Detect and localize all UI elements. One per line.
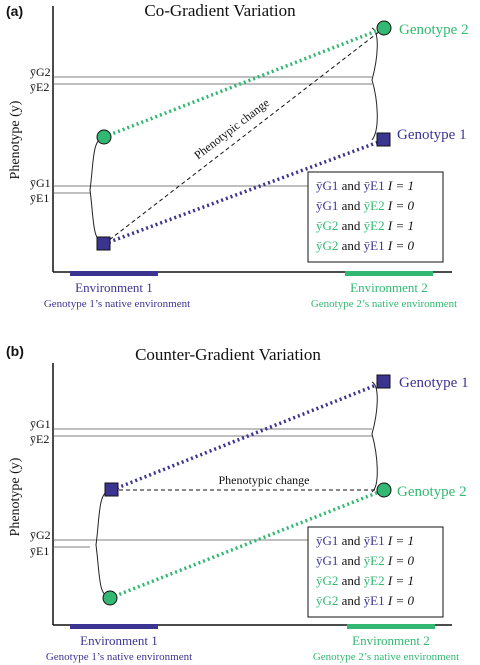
genotype2-label: Genotype 2: [397, 484, 467, 500]
genotype1-label: Genotype 1: [399, 375, 469, 391]
legend-and: and: [338, 593, 363, 608]
y-axis-label: Phenotype (y): [8, 457, 23, 536]
genotype2-line: [109, 488, 385, 600]
genotype2-env2-marker: [376, 482, 392, 498]
env2-label: Environment 2: [352, 633, 430, 648]
legend-i: I = 1: [385, 218, 414, 233]
mean-label-bot2: ȳE1: [30, 544, 49, 558]
genotype1-line: [111, 380, 385, 492]
legend-row: ȳG1 and ȳE1 I = 1: [316, 533, 414, 548]
phenotypic-change-label: Phenotypic change: [191, 96, 272, 163]
phenotypic-change-line: [103, 27, 385, 245]
env2-label: Environment 2: [350, 280, 428, 295]
legend-and: and: [338, 178, 363, 193]
legend-box: [307, 526, 444, 618]
legend-b: ȳE1: [364, 178, 385, 193]
legend-b: ȳE1: [364, 238, 385, 253]
legend-a: ȳG1: [316, 178, 338, 193]
legend-and: and: [338, 573, 363, 588]
legend-b: ȳE1: [364, 593, 385, 608]
legend-and: and: [338, 238, 363, 253]
legend-a: ȳG2: [316, 238, 338, 253]
y-axis-label: Phenotype (y): [8, 100, 23, 179]
legend-b: ȳE2: [364, 553, 385, 568]
genotype2-env1-marker: [96, 129, 112, 145]
env1-label: Environment 1: [80, 633, 158, 648]
panel-letter: (b): [6, 343, 24, 359]
panel-title: Co-Gradient Variation: [144, 1, 296, 20]
legend-row: ȳG1 and ȳE1 I = 1: [316, 178, 414, 193]
legend-and: and: [338, 533, 363, 548]
brace-env1: [89, 136, 105, 245]
env2-bar: [345, 271, 433, 276]
legend-and: and: [338, 198, 363, 213]
mean-label-bot1: ȳG1: [30, 176, 51, 190]
legend-i: I = 1: [385, 178, 414, 193]
genotype1-env1-marker: [104, 482, 119, 497]
brace-env2: [371, 381, 378, 493]
legend-box: [307, 171, 444, 263]
legend-row: ȳG2 and ȳE2 I = 1: [316, 218, 414, 233]
env1-sub: Genotype 1’s native environment: [44, 298, 190, 310]
env1-label: Environment 1: [75, 280, 153, 295]
genotype2-env2-marker: [376, 20, 392, 36]
legend-a: ȳG1: [316, 533, 338, 548]
panel-title: Counter-Gradient Variation: [135, 345, 321, 364]
legend-i: I = 0: [385, 238, 415, 253]
env2-bar: [347, 624, 435, 629]
legend-b: ȳE2: [364, 218, 385, 233]
brace-env1: [95, 489, 111, 599]
genotype2-env1-marker: [102, 590, 118, 606]
legend-b: ȳE2: [364, 198, 385, 213]
env1-bar: [70, 624, 158, 629]
genotype1-label: Genotype 1: [397, 127, 467, 143]
legend-i: I = 1: [385, 573, 414, 588]
genotype1-env2-marker: [376, 132, 391, 147]
env2-sub: Genotype 2’s native environment: [311, 298, 457, 310]
mean-label-bot1: ȳG2: [30, 528, 51, 542]
genotype2-label: Genotype 2: [399, 22, 469, 38]
legend-row: ȳG2 and ȳE1 I = 0: [316, 593, 414, 608]
legend-row: ȳG1 and ȳE2 I = 0: [316, 198, 414, 213]
mean-label-bot2: ȳE1: [30, 191, 49, 205]
env2-sub: Genotype 2’s native environment: [313, 651, 459, 663]
legend-and: and: [338, 553, 363, 568]
legend-a: ȳG2: [316, 218, 338, 233]
legend-and: and: [338, 218, 363, 233]
legend-row: ȳG2 and ȳE2 I = 1: [316, 573, 414, 588]
legend-a: ȳG2: [316, 593, 338, 608]
legend-row: ȳG2 and ȳE1 I = 0: [316, 238, 414, 253]
panel-letter: (a): [6, 3, 23, 19]
genotype1-env2-marker: [376, 374, 391, 389]
env1-sub: Genotype 1’s native environment: [46, 651, 192, 663]
legend-b: ȳE2: [364, 573, 385, 588]
panel-a: (a) Co-Gradient Variation Phenotype (y) …: [6, 1, 469, 310]
legend-row: ȳG1 and ȳE2 I = 0: [316, 553, 414, 568]
panel-b: (b) Counter-Gradient Variation Phenotype…: [6, 343, 469, 663]
legend-i: I = 1: [385, 533, 414, 548]
mean-label-top1: ȳG1: [30, 417, 51, 431]
legend-a: ȳG1: [316, 198, 338, 213]
legend-i: I = 0: [385, 593, 415, 608]
genotype2-line: [103, 26, 385, 139]
phenotypic-change-label: Phenotypic change: [219, 473, 310, 487]
env1-bar: [70, 271, 158, 276]
genotype1-env1-marker: [96, 236, 111, 251]
mean-label-top1: ȳG2: [30, 65, 51, 79]
legend-i: I = 0: [385, 553, 415, 568]
mean-label-top2: ȳE2: [30, 80, 49, 94]
legend-i: I = 0: [385, 198, 415, 213]
legend-a: ȳG1: [316, 553, 338, 568]
legend-b: ȳE1: [364, 533, 385, 548]
mean-label-top2: ȳE2: [30, 432, 49, 446]
brace-env2: [371, 27, 378, 141]
legend-a: ȳG2: [316, 573, 338, 588]
